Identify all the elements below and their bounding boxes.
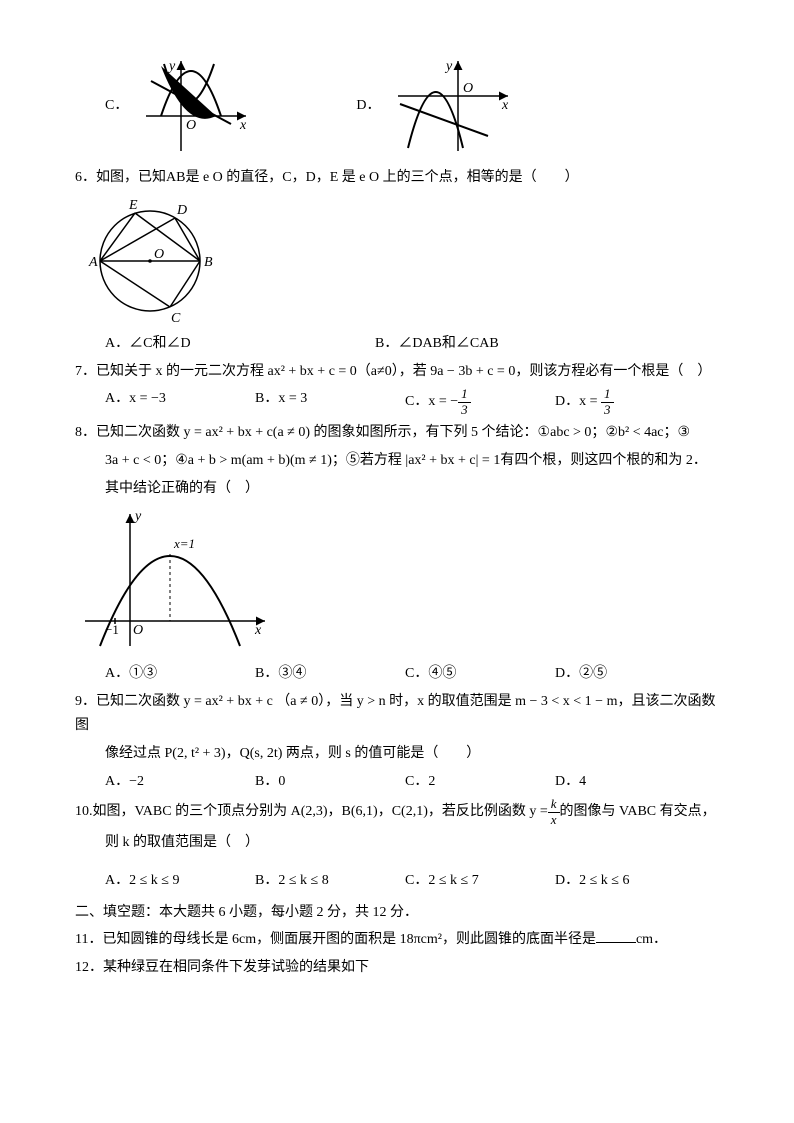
q7-opt-d-prefix: D．x = (555, 394, 601, 409)
q10-opt-b: B．2 ≤ k ≤ 8 (255, 869, 405, 893)
q10-line1-b: 的图像与 VABC 有交点， (560, 800, 716, 824)
q10-line2: 则 k 的取值范围是（ ） (105, 831, 719, 855)
q8-c5: ⑤若方程 |ax² + bx + c| = 1有四个根，则这四个根的和为 2． (346, 449, 707, 473)
q8-line2: 3a + c < 0； ④a + b > m(am + b)(m ≠ 1)； ⑤… (105, 449, 719, 473)
q8-c5t: 若方程 |ax² + bx + c| = 1有四个根，则这四个根的和为 2． (360, 453, 707, 468)
svg-text:O: O (463, 81, 473, 96)
q10-opt-c: C．2 ≤ k ≤ 7 (405, 869, 555, 893)
q9-opt-c: C．2 (405, 770, 555, 794)
q8-x: x (254, 623, 262, 638)
q8-opt-a: A．①③ (105, 662, 255, 686)
q8-parabola-figure: −1 O x y x=1 (75, 506, 275, 656)
q10-opt-d: D．2 ≤ k ≤ 6 (555, 869, 705, 893)
q8-c1: ①abc > 0； (538, 421, 606, 445)
q8-figure-wrap: −1 O x y x=1 (75, 506, 719, 656)
q8-y: y (133, 509, 142, 524)
q8-opt-c: C．④⑤ (405, 662, 555, 686)
q8-options: A．①③ B．③④ C．④⑤ D．②⑤ (105, 662, 719, 686)
q5-figure-c: O x y (136, 56, 256, 156)
q6-label-b: B (204, 255, 213, 270)
q5-c-label: C． (105, 94, 128, 118)
q5-figure-d: O x y (388, 56, 518, 156)
q5-option-c: C． O x y (105, 56, 256, 156)
q8-c1t: abc > 0； (550, 425, 605, 440)
q12: 12．某种绿豆在相同条件下发芽试验的结果如下 (75, 956, 719, 980)
q7-stem-text: 7．已知关于 x 的一元二次方程 ax² + bx + c = 0（a≠0），若… (75, 360, 711, 384)
q8-c2t: b² < 4ac； (618, 425, 678, 440)
q7-opt-a: A．x = −3 (105, 387, 255, 417)
q8-x1: x=1 (173, 536, 195, 551)
q6-opt-b: B．∠DAB和∠CAB (375, 332, 499, 356)
q8-opt-d: D．②⑤ (555, 662, 705, 686)
q8-line2-a: 3a + c < 0； (105, 449, 175, 473)
q6-stem: 6．如图，已知AB是 e O 的直径，C，D，E 是 e O 上的三个点，相等的… (75, 166, 719, 190)
q6-figure-wrap: A B C D E O (75, 196, 719, 326)
q8-c4: ④a + b > m(am + b)(m ≠ 1)； (175, 449, 346, 473)
q7-opt-b: B．x = 3 (255, 387, 405, 417)
q10-options: A．2 ≤ k ≤ 9 B．2 ≤ k ≤ 8 C．2 ≤ k ≤ 7 D．2 … (105, 869, 719, 893)
q8-c2: ②b² < 4ac； (605, 421, 677, 445)
q8-line1: 8．已知二次函数 y = ax² + bx + c(a ≠ 0) 的图象如图所示… (75, 421, 719, 445)
q10-line1-a: 10.如图，VABC 的三个顶点分别为 A(2,3)，B(6,1)，C(2,1)… (75, 800, 548, 824)
q11: 11．已知圆锥的母线长是 6cm，侧面展开图的面积是 18πcm²，则此圆锥的底… (75, 928, 719, 952)
q5-figure-row: C． O x y D． O x y (75, 56, 719, 156)
svg-text:x: x (239, 118, 247, 133)
q5-d-label: D． (356, 94, 380, 118)
q7-opt-d: D．x = 13 (555, 387, 705, 417)
q8-o: O (133, 623, 143, 638)
q7-opt-c: C．x = −13 (405, 387, 555, 417)
q8-neg1: −1 (105, 622, 119, 637)
q6-label-o: O (154, 247, 164, 262)
q7-stem: 7．已知关于 x 的一元二次方程 ax² + bx + c = 0（a≠0），若… (75, 360, 719, 384)
q6-label-e: E (128, 198, 138, 213)
q8-line1-text: 8．已知二次函数 y = ax² + bx + c(a ≠ 0) 的图象如图所示… (75, 421, 538, 445)
q7-options: A．x = −3 B．x = 3 C．x = −13 D．x = 13 (105, 387, 719, 417)
q9-opt-d: D．4 (555, 770, 705, 794)
svg-text:x: x (501, 98, 509, 113)
q6-opt-a: A．∠C和∠D (105, 332, 375, 356)
q8-c3: ③ (678, 421, 691, 445)
q10-line1: 10.如图，VABC 的三个顶点分别为 A(2,3)，B(6,1)，C(2,1)… (75, 797, 719, 827)
q6-stem-text: 6．如图，已知AB是 e O 的直径，C，D，E 是 e O 上的三个点，相等的… (75, 166, 579, 190)
q11-blank (596, 928, 636, 943)
q6-options: A．∠C和∠D B．∠DAB和∠CAB (105, 332, 719, 356)
q9-opt-a: A．−2 (105, 770, 255, 794)
q9-line1: 9．已知二次函数 y = ax² + bx + c （a ≠ 0），当 y > … (75, 690, 719, 738)
q8-c4t: a + b > m(am + b)(m ≠ 1)； (188, 453, 346, 468)
svg-text:y: y (167, 59, 176, 74)
q6-label-d: D (176, 203, 187, 218)
q7-opt-c-prefix: C．x = − (405, 394, 458, 409)
svg-text:O: O (186, 118, 196, 133)
q8-opt-b: B．③④ (255, 662, 405, 686)
q6-circle-figure: A B C D E O (75, 196, 225, 326)
section2-header: 二、填空题：本大题共 6 小题，每小题 2 分，共 12 分． (75, 901, 719, 925)
q9-line2: 像经过点 P(2, t² + 3)，Q(s, 2t) 两点，则 s 的值可能是（… (105, 742, 719, 766)
q5-option-d: D． O x y (356, 56, 518, 156)
q10-opt-a: A．2 ≤ k ≤ 9 (105, 869, 255, 893)
q9-options: A．−2 B．0 C．2 D．4 (105, 770, 719, 794)
q9-opt-b: B．0 (255, 770, 405, 794)
q11-text: 11．已知圆锥的母线长是 6cm，侧面展开图的面积是 18πcm²，则此圆锥的底… (75, 928, 667, 952)
q6-label-a: A (88, 255, 98, 270)
q6-label-c: C (171, 311, 181, 326)
svg-text:y: y (444, 59, 453, 74)
q8-line3: 其中结论正确的有（ ） (105, 477, 719, 501)
